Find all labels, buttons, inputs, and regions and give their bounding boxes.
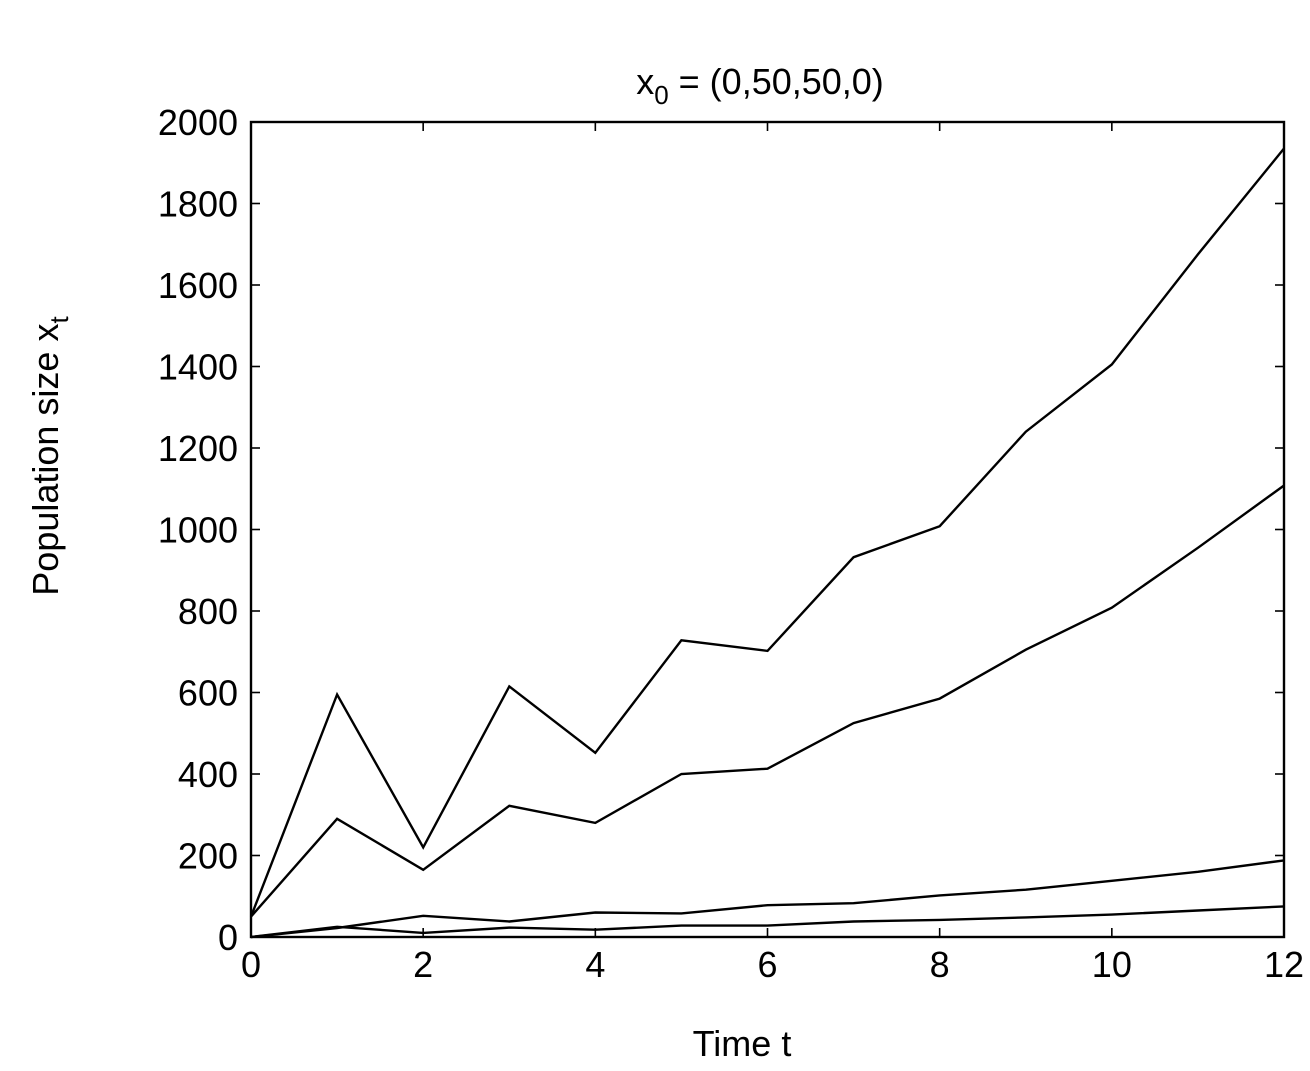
y-tick-label: 1000 (158, 510, 238, 551)
chart-title-base: x (636, 61, 654, 102)
x-tick-label: 10 (1092, 944, 1132, 985)
x-tick-label: 0 (241, 944, 261, 985)
y-tick-label: 2000 (158, 102, 238, 143)
y-tick-label: 0 (218, 917, 238, 958)
y-tick-label: 1400 (158, 347, 238, 388)
chart-title: x0 = (0,50,50,0) (636, 61, 884, 110)
series-layer (249, 147, 1285, 939)
y-axis-label: Population size xt (25, 316, 74, 596)
x-tick-label: 4 (585, 944, 605, 985)
y-tick-label: 1600 (158, 265, 238, 306)
y-tick-label: 800 (178, 591, 238, 632)
series-line-4 (250, 905, 1285, 939)
y-tick-label: 400 (178, 754, 238, 795)
y-tick-label: 200 (178, 836, 238, 877)
series-line-2 (250, 484, 1285, 918)
x-tick-labels: 0 2 4 6 8 10 12 (241, 944, 1304, 985)
x-tick-label: 6 (757, 944, 777, 985)
y-tick-labels: 0 200 400 600 800 1000 1200 1400 1600 1800 2000 (158, 102, 238, 958)
series-line-3 (250, 859, 1285, 939)
series-line-1 (249, 147, 1285, 918)
y-tick-label: 1200 (158, 428, 238, 469)
x-tick-label: 2 (413, 944, 433, 985)
x-tick-label: 8 (930, 944, 950, 985)
chart-title-rest: = (0,50,50,0) (669, 61, 884, 102)
x-tick-label: 12 (1264, 944, 1304, 985)
plot-frame (249, 120, 1286, 939)
x-axis-label: Time t (693, 1023, 792, 1064)
y-tick-label: 1800 (158, 184, 238, 225)
y-axis-label-base: Population size x (25, 324, 66, 596)
y-axis-label-subscript: t (44, 316, 74, 324)
chart-title-subscript: 0 (654, 80, 668, 110)
y-tick-label: 600 (178, 673, 238, 714)
